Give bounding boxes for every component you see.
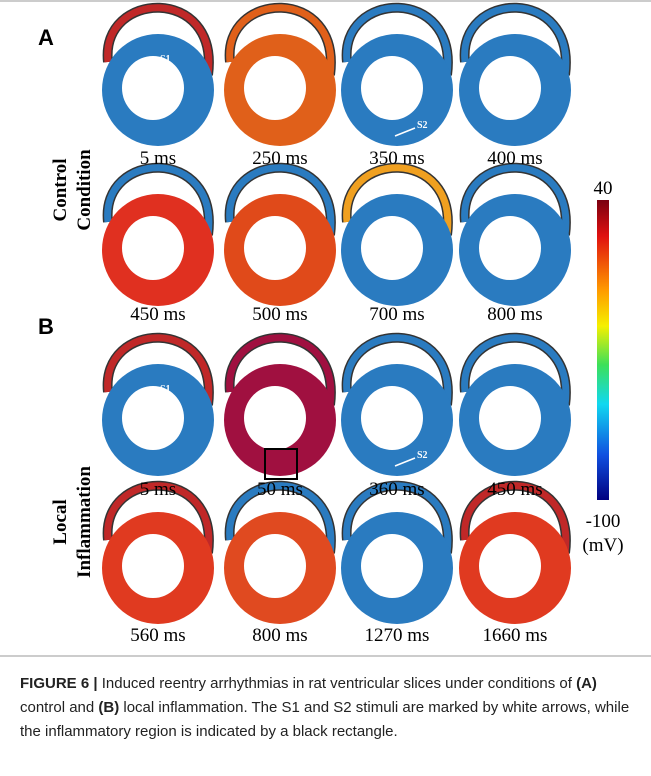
lv-wall (341, 194, 453, 306)
lv-wall (224, 194, 336, 306)
page: {"panels": [ {"label": "A", "row_label":… (0, 0, 651, 776)
caption-ref: (A) (576, 675, 597, 692)
lv-wall (341, 512, 453, 624)
lv-wall (224, 364, 336, 476)
stimulus-label: S2 (417, 450, 428, 461)
row-label: Condition (74, 149, 95, 231)
colorbar-min: -100 (586, 511, 621, 532)
panel-label: B (38, 314, 54, 339)
row-label: Inflammation (74, 466, 95, 578)
time-label: 1270 ms (365, 625, 430, 646)
time-label: 500 ms (252, 304, 307, 325)
lv-wall (459, 364, 571, 476)
time-label: 450 ms (487, 479, 542, 500)
lv-wall (102, 364, 214, 476)
lv-wall (102, 512, 214, 624)
time-label: 5 ms (140, 148, 176, 169)
caption: FIGURE 6 | Induced reentry arrhythmias i… (20, 672, 632, 744)
time-label: 800 ms (487, 304, 542, 325)
colorbar (597, 200, 609, 500)
time-label: 1660 ms (483, 625, 548, 646)
time-label: 360 ms (369, 479, 424, 500)
caption-ref: (B) (98, 699, 119, 716)
figure-number: FIGURE 6 | (20, 675, 98, 692)
time-label: 800 ms (252, 625, 307, 646)
stimulus-label: S1 (160, 54, 171, 65)
caption-text: Induced reentry arrhythmias in rat ventr… (98, 675, 577, 692)
time-label: 5 ms (140, 479, 176, 500)
colorbar-unit: (mV) (582, 535, 623, 556)
stimulus-label: S1 (160, 384, 171, 395)
time-label: 250 ms (252, 148, 307, 169)
lv-wall (459, 34, 571, 146)
row-label: Control (50, 159, 71, 222)
time-label: 450 ms (130, 304, 185, 325)
time-label: 700 ms (369, 304, 424, 325)
time-label: 50 ms (257, 479, 303, 500)
arrow (144, 396, 174, 420)
panel-label: A (38, 25, 54, 50)
lv-wall (341, 34, 453, 146)
lv-wall (102, 194, 214, 306)
time-label: 560 ms (130, 625, 185, 646)
stimulus-label: S2 (417, 120, 428, 131)
lv-wall (459, 194, 571, 306)
arrow (144, 66, 174, 90)
time-label: 350 ms (369, 148, 424, 169)
time-label: 400 ms (487, 148, 542, 169)
colorbar-max: 40 (594, 178, 613, 199)
lv-wall (341, 364, 453, 476)
row-label: Local (50, 499, 71, 544)
lv-wall (224, 512, 336, 624)
caption-text: control and (20, 699, 98, 716)
lv-wall (459, 512, 571, 624)
lv-wall (224, 34, 336, 146)
lv-wall (102, 34, 214, 146)
